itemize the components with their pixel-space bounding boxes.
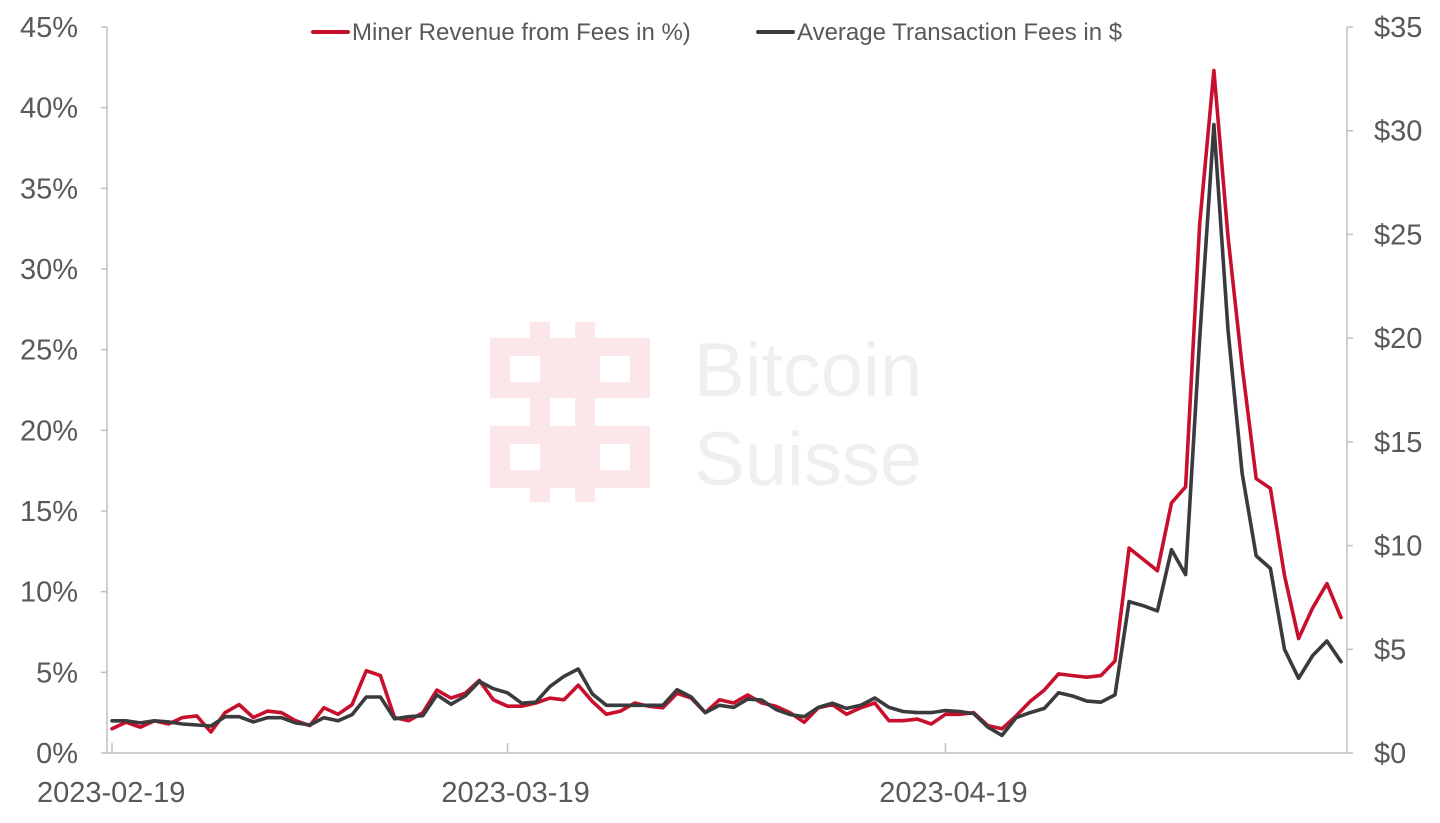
left-tick-label-5: 25% <box>20 335 78 367</box>
right-tick-label-3: $15 <box>1374 427 1422 459</box>
x-axis-ticks: 2023-02-19 2023-03-19 2023-04-19 <box>37 743 1028 809</box>
left-y-axis-ticks: 0% 5% 10% 15% 20% 25% 30% 35% 40% 45% <box>20 12 107 770</box>
watermark-symbol <box>490 322 650 502</box>
x-tick-label-0: 2023-02-19 <box>37 777 185 809</box>
left-tick-label-9: 45% <box>20 12 78 44</box>
left-tick-label-3: 15% <box>20 496 78 528</box>
x-tick-label-1: 2023-03-19 <box>441 777 589 809</box>
watermark-text-line1: Bitcoin <box>694 328 922 413</box>
legend-label-miner-revenue: Miner Revenue from Fees in %) <box>352 19 691 46</box>
left-tick-label-6: 30% <box>20 254 78 286</box>
series-line-miner-revenue <box>110 68 1343 734</box>
left-tick-label-1: 5% <box>36 657 78 689</box>
left-tick-label-2: 10% <box>20 577 78 609</box>
left-tick-label-0: 0% <box>36 738 78 770</box>
right-tick-label-5: $25 <box>1374 219 1422 251</box>
right-tick-label-6: $30 <box>1374 116 1422 148</box>
series-line-avg-transaction-fees <box>110 122 1343 738</box>
legend: Miner Revenue from Fees in %) Average Tr… <box>311 19 1122 46</box>
left-tick-label-8: 40% <box>20 93 78 125</box>
right-tick-label-0: $0 <box>1374 738 1406 770</box>
legend-label-avg-transaction-fees: Average Transaction Fees in $ <box>797 19 1122 46</box>
x-tick-label-2: 2023-04-19 <box>879 777 1027 809</box>
left-tick-label-4: 20% <box>20 415 78 447</box>
right-tick-label-4: $20 <box>1374 323 1422 355</box>
left-tick-label-7: 35% <box>20 173 78 205</box>
right-y-axis-ticks: $0 $5 $10 $15 $20 $25 $30 $35 <box>1347 12 1422 770</box>
watermark-text-line2: Suisse <box>694 417 922 502</box>
right-tick-label-2: $10 <box>1374 531 1422 563</box>
right-tick-label-7: $35 <box>1374 12 1422 44</box>
right-tick-label-1: $5 <box>1374 634 1406 666</box>
watermark-logo: Bitcoin Suisse <box>490 322 922 502</box>
series-lines <box>110 68 1343 738</box>
